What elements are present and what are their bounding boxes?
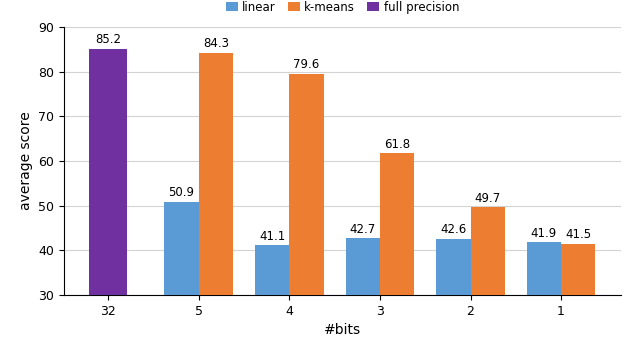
Bar xyxy=(90,48,127,339)
Bar xyxy=(470,207,505,339)
Text: 84.3: 84.3 xyxy=(203,37,229,50)
Text: 79.6: 79.6 xyxy=(294,58,320,71)
Bar xyxy=(164,202,199,339)
Bar xyxy=(346,238,380,339)
Text: 41.1: 41.1 xyxy=(259,230,285,243)
Text: 42.6: 42.6 xyxy=(440,223,467,237)
Bar xyxy=(380,153,414,339)
Bar xyxy=(436,239,470,339)
Bar xyxy=(255,245,289,339)
Text: 41.5: 41.5 xyxy=(565,228,591,241)
Text: 50.9: 50.9 xyxy=(168,186,195,199)
Y-axis label: average score: average score xyxy=(19,112,33,211)
X-axis label: #bits: #bits xyxy=(324,323,361,337)
Text: 61.8: 61.8 xyxy=(384,138,410,151)
Bar xyxy=(561,244,595,339)
Text: 42.7: 42.7 xyxy=(349,223,376,236)
Text: 41.9: 41.9 xyxy=(531,226,557,240)
Legend: linear, k-means, full precision: linear, k-means, full precision xyxy=(221,0,464,19)
Bar xyxy=(289,74,324,339)
Bar xyxy=(527,242,561,339)
Text: 85.2: 85.2 xyxy=(95,33,121,46)
Text: 49.7: 49.7 xyxy=(475,192,501,205)
Bar xyxy=(199,53,233,339)
